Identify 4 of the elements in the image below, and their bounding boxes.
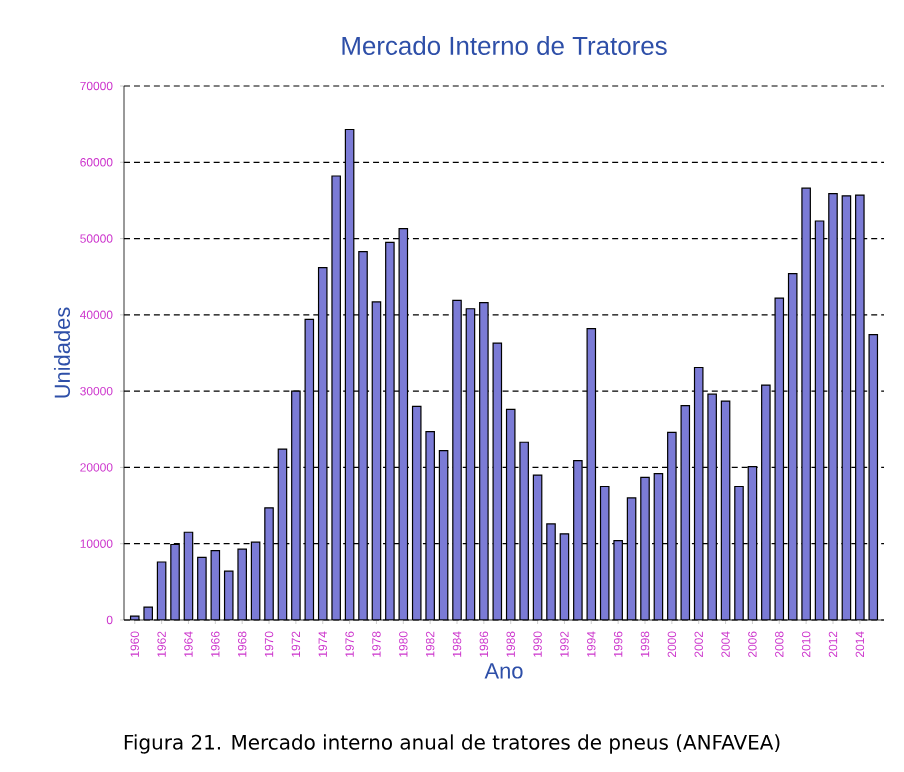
y-axis-title: Unidades [53,307,71,398]
x-axis-title: Ano [484,663,523,679]
text: Figura 21. Mercado interno anual de tratores de pneus (ANFAVEA) [124,734,780,754]
chart-title: Mercado Interno de Tratores [342,35,667,55]
